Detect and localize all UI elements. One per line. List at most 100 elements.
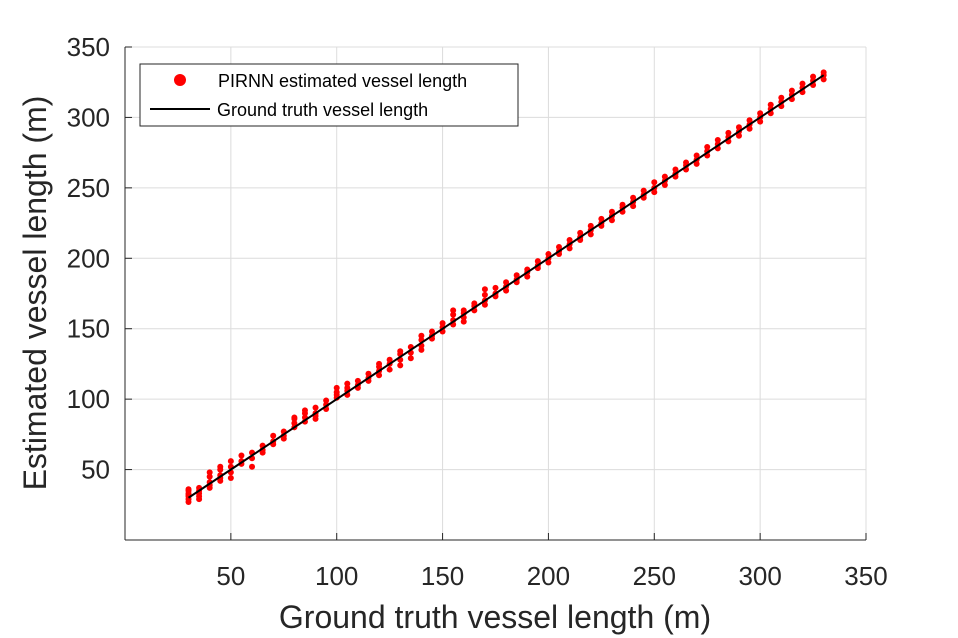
data-point [227, 475, 234, 482]
data-point [312, 404, 319, 411]
legend-marker-estimated [174, 74, 186, 86]
data-point [757, 110, 764, 117]
data-point [566, 245, 573, 252]
data-point [481, 291, 488, 298]
data-point [577, 229, 584, 236]
data-point [386, 366, 393, 373]
data-point [524, 273, 531, 280]
data-point [291, 420, 298, 427]
ground-truth-line-group [187, 74, 825, 499]
y-tick-label: 50 [81, 455, 110, 485]
data-point [503, 287, 510, 294]
data-point [333, 389, 340, 396]
y-tick-label: 100 [67, 384, 110, 414]
y-tick-label: 300 [67, 102, 110, 132]
y-tick-label: 150 [67, 314, 110, 344]
data-point [725, 129, 732, 136]
data-point [619, 201, 626, 208]
data-point [598, 215, 605, 222]
data-point [481, 301, 488, 308]
x-tick-label: 100 [315, 561, 358, 591]
data-point [587, 222, 594, 229]
x-tick-label: 200 [527, 561, 570, 591]
y-tick-label: 350 [67, 32, 110, 62]
data-point [397, 348, 404, 355]
data-point [503, 279, 510, 286]
data-point [428, 328, 435, 335]
data-point [376, 372, 383, 379]
data-point [608, 217, 615, 224]
data-point [587, 231, 594, 238]
data-point [746, 117, 753, 124]
data-point [407, 355, 414, 362]
data-point [206, 469, 213, 476]
data-point [344, 380, 351, 387]
data-point [820, 69, 827, 76]
data-point [418, 332, 425, 339]
data-point [333, 384, 340, 391]
data-point [460, 307, 467, 314]
legend-box [139, 63, 519, 127]
x-axis-label: Ground truth vessel length (m) [279, 599, 711, 635]
data-point [545, 251, 552, 258]
data-point [460, 318, 467, 325]
x-tick-label: 300 [738, 561, 781, 591]
data-point [640, 187, 647, 194]
data-point [249, 463, 256, 470]
data-point [651, 179, 658, 186]
data-point [799, 80, 806, 87]
data-point [301, 407, 308, 414]
data-point [566, 236, 573, 243]
data-point [365, 370, 372, 377]
data-point [238, 452, 245, 459]
data-point [206, 473, 213, 480]
data-point [704, 144, 711, 151]
data-point [683, 159, 690, 166]
data-point [354, 377, 361, 384]
data-point [513, 272, 520, 279]
data-point [270, 432, 277, 439]
data-point [227, 458, 234, 465]
ground-truth-line [187, 74, 825, 499]
data-point [534, 258, 541, 265]
data-point [386, 356, 393, 363]
legend-label-ground-truth: Ground truth vessel length [217, 100, 428, 120]
axes [124, 46, 867, 541]
data-point [608, 208, 615, 215]
data-point [556, 244, 563, 251]
data-point [450, 307, 457, 314]
data-point [185, 486, 192, 493]
y-tick-label: 250 [67, 173, 110, 203]
data-point [376, 360, 383, 367]
data-point [767, 101, 774, 108]
data-point [693, 160, 700, 167]
data-point [545, 259, 552, 266]
legend-label-estimated: PIRNN estimated vessel length [218, 71, 467, 91]
x-tick-label: 50 [216, 561, 245, 591]
data-point [217, 463, 224, 470]
data-point [714, 136, 721, 143]
data-point [344, 384, 351, 391]
data-point [810, 73, 817, 80]
data-point [757, 118, 764, 125]
x-tick-label: 350 [844, 561, 887, 591]
data-point [439, 320, 446, 327]
data-point [693, 152, 700, 159]
x-tick-labels: 50 100 150 200 250 300 350 [216, 561, 887, 591]
x-tick-label: 250 [633, 561, 676, 591]
data-point [820, 76, 827, 83]
data-point [418, 346, 425, 353]
data-point [651, 189, 658, 196]
data-point [323, 397, 330, 404]
data-point [746, 125, 753, 132]
data-point [672, 166, 679, 173]
data-point [291, 414, 298, 421]
data-point [471, 300, 478, 307]
y-axis-label: Estimated vessel length (m) [17, 96, 53, 491]
data-point [735, 124, 742, 131]
data-point [630, 194, 637, 201]
legend: PIRNN estimated vessel length Ground tru… [139, 63, 519, 127]
data-point [481, 286, 488, 293]
data-point [492, 284, 499, 291]
